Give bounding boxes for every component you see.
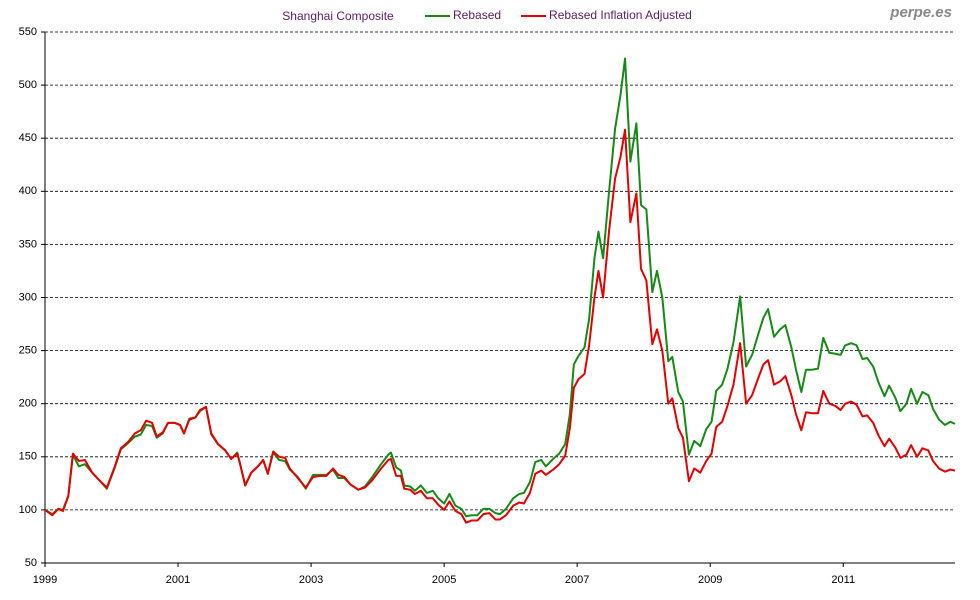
x-tick-label: 2005 [432, 574, 456, 586]
y-tick-label: 550 [19, 26, 37, 38]
y-tick-label: 250 [19, 345, 37, 357]
x-tick-label: 1999 [33, 574, 57, 586]
y-tick-label: 300 [19, 291, 37, 303]
x-tick-label: 2009 [698, 574, 722, 586]
legend-label: Rebased [453, 8, 501, 22]
y-tick-label: 450 [19, 132, 37, 144]
series-line [44, 128, 956, 524]
y-tick-label: 50 [25, 557, 37, 569]
y-tick-label: 100 [19, 504, 37, 516]
y-tick-label: 200 [19, 398, 37, 410]
series-line [44, 57, 956, 518]
x-tick-label: 2001 [166, 574, 190, 586]
legend-label: Rebased Inflation Adjusted [549, 8, 692, 22]
x-tick-label: 2011 [831, 574, 855, 586]
x-tick-label: 2007 [565, 574, 589, 586]
watermark: perpe.es [889, 4, 952, 21]
y-tick-label: 150 [19, 451, 37, 463]
chart-title: Shanghai Composite [282, 9, 394, 23]
y-tick-label: 350 [19, 238, 37, 250]
y-tick-label: 400 [19, 185, 37, 197]
y-tick-label: 500 [19, 79, 37, 91]
x-tick-label: 2003 [299, 574, 323, 586]
